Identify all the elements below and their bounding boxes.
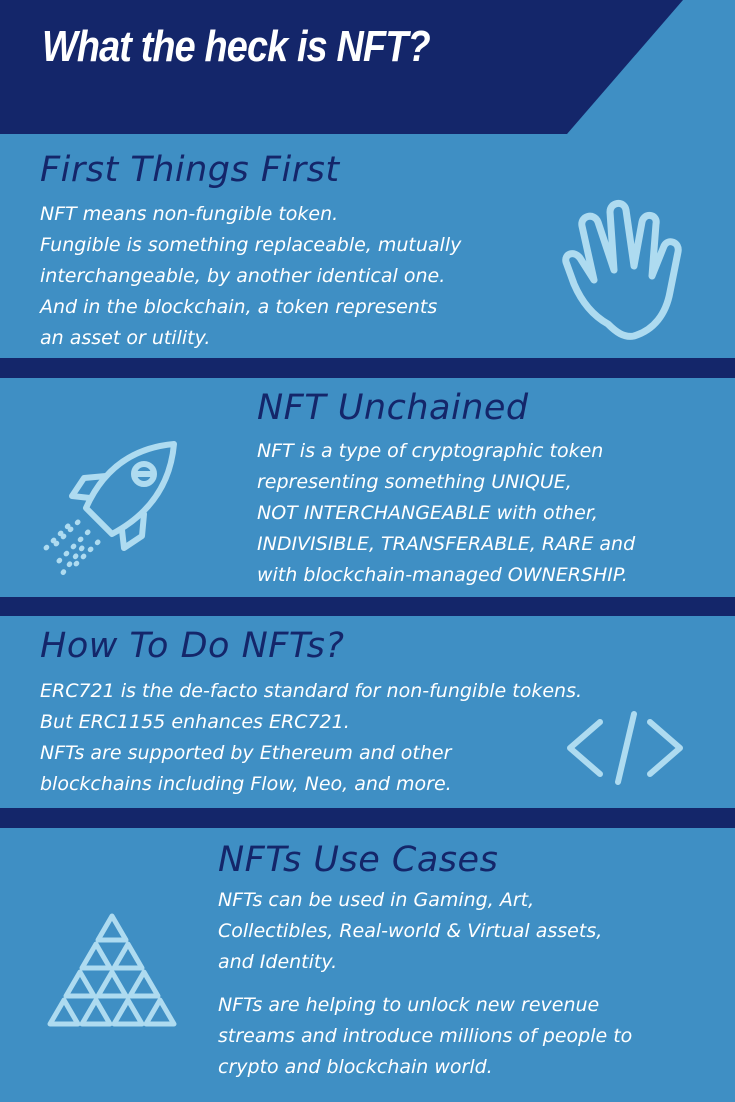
section-divider [0, 358, 735, 378]
text-line: INDIVISIBLE, TRANSFERABLE, RARE and [257, 533, 636, 555]
rocket-icon [39, 441, 177, 577]
header-banner [0, 0, 735, 140]
section-text-nft-unchained: NFT is a type of cryptographic token rep… [257, 436, 635, 591]
text-line: ERC721 is the de-facto standard for non-… [40, 680, 583, 702]
text-line: Fungible is something replaceable, mutua… [40, 234, 462, 256]
text-line: NFTs are helping to unlock new revenue [218, 994, 600, 1016]
text-line: streams and introduce millions of people… [218, 1025, 633, 1047]
section-title-first-things-first: First Things First [40, 150, 340, 190]
section-title-nft-unchained: NFT Unchained [257, 388, 529, 428]
code-icon [567, 711, 683, 785]
section-divider [0, 808, 735, 828]
section-title-how-to-do-nfts: How To Do NFTs? [40, 626, 345, 666]
text-line: NFTs can be used in Gaming, Art, [218, 889, 535, 911]
text-line: with blockchain-managed OWNERSHIP. [257, 564, 628, 586]
text-line: an asset or utility. [40, 327, 211, 349]
text-line: crypto and blockchain world. [218, 1056, 493, 1078]
triangle-pyramid-icon [47, 913, 177, 1027]
text-line: Collectibles, Real-world & Virtual asset… [218, 920, 603, 942]
section-text-how-to-do-nfts: ERC721 is the de-facto standard for non-… [40, 676, 582, 800]
section-text-nfts-use-cases: NFTs can be used in Gaming, Art, Collect… [218, 885, 632, 1083]
text-line: NFTs are supported by Ethereum and other [40, 742, 452, 764]
page-title: What the heck is NFT? [42, 22, 431, 71]
section-title-nfts-use-cases: NFTs Use Cases [218, 840, 499, 880]
text-line: And in the blockchain, a token represent… [40, 296, 438, 318]
section-text-first-things-first: NFT means non-fungible token. Fungible i… [40, 199, 461, 354]
section-divider [0, 597, 735, 616]
text-line: blockchains including Flow, Neo, and mor… [40, 773, 452, 795]
text-line: But ERC1155 enhances ERC721. [40, 711, 350, 733]
text-line: and Identity. [218, 951, 338, 973]
text-line: NOT INTERCHANGEABLE with other, [257, 502, 598, 524]
waving-hand-icon [562, 200, 682, 340]
text-line: representing something UNIQUE, [257, 471, 572, 493]
text-line: interchangeable, by another identical on… [40, 265, 446, 287]
text-line: NFT is a type of cryptographic token [257, 440, 604, 462]
text-line: NFT means non-fungible token. [40, 203, 339, 225]
